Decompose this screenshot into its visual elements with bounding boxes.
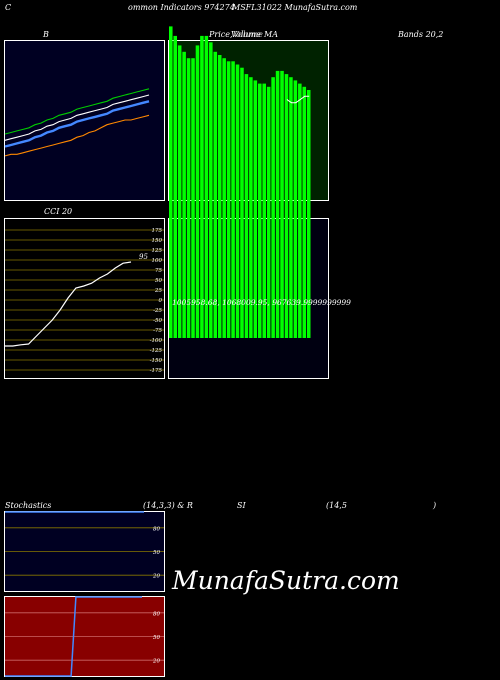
panel-tick-label: 20 (152, 659, 160, 665)
cci-tick-label: 150 (152, 238, 163, 244)
cci-tick-label: -150 (150, 358, 163, 364)
cci-tick-label: 125 (152, 248, 163, 254)
volume-bar (280, 70, 284, 339)
volume-bar (204, 35, 209, 339)
volume-bar (271, 77, 275, 338)
bands-label: Bands 20,2 (398, 30, 444, 39)
header-c: C (5, 3, 12, 12)
stoch-panel: 80 50 20 (4, 511, 165, 592)
rsi-params: (14,5 (326, 501, 347, 510)
cci-tick-label: 25 (154, 288, 162, 294)
volume-ma-line (286, 95, 310, 104)
volume-bar (253, 80, 258, 339)
volume-bar (289, 77, 293, 338)
volume-bar (293, 80, 298, 339)
cci-tick-label: -25 (153, 308, 162, 314)
volume-bar (209, 42, 213, 339)
volume-bar (249, 77, 253, 338)
rsi-si: SI (237, 501, 246, 510)
volume-bar (275, 70, 280, 339)
cci-tick-label: 0 (159, 298, 163, 304)
volume-bar (173, 35, 177, 339)
bollinger-line-3 (4, 114, 150, 157)
volume-bar (235, 64, 240, 338)
volume-frame (168, 40, 329, 201)
volume-bar (262, 83, 266, 338)
volume-panel (168, 40, 329, 201)
bollinger-panel (4, 40, 165, 201)
panel-tick-label: 50 (153, 635, 160, 641)
volume-bar (306, 90, 311, 338)
cci-title: CCI 20 (44, 207, 73, 216)
volume-bar (298, 83, 302, 338)
bb-label-b: B (43, 30, 49, 39)
cci-tick-label: 50 (155, 278, 162, 284)
cci-tick-label: 100 (152, 258, 163, 264)
bollinger-line-1 (4, 88, 150, 135)
volume-lower-panel (168, 218, 329, 379)
panel-tick-label: 20 (152, 574, 160, 580)
volume-label: Volume (231, 30, 261, 39)
rsi-panel: 80 50 20 (4, 596, 165, 677)
volume-bar (231, 61, 235, 339)
header-title-1: ommon Indicators 974274 (128, 3, 235, 12)
cci-tick-label: 75 (155, 268, 162, 274)
volume-lower-frame (168, 218, 329, 379)
volume-bar (200, 35, 204, 339)
panel-tick-label: 80 (153, 611, 160, 617)
cci-panel: 175 150 125 100 75 50 25 0 -25 -50 -75 -100 -125 -150… (4, 218, 165, 379)
volume-bar (217, 55, 222, 338)
watermark: MunafaSutra.com (172, 566, 400, 595)
cci-tick-label: -50 (153, 318, 162, 324)
volume-bar (195, 45, 200, 339)
volume-bar (244, 74, 249, 338)
volume-values: 1005958.68, 1068009.95, 967639.999999999… (172, 298, 351, 307)
rsi-line (5, 596, 142, 677)
bollinger-line-2 (4, 100, 150, 148)
cci-tick-label: -125 (150, 348, 163, 354)
volume-bar (226, 61, 231, 339)
volume-bar (284, 74, 289, 338)
volume-bar (191, 58, 195, 338)
ma-label: MA (264, 30, 278, 39)
cci-line (5, 261, 132, 347)
bollinger-frame (4, 40, 165, 201)
volume-bar (169, 26, 173, 339)
cci-frame (4, 218, 165, 379)
rsi-close-paren: ) (433, 501, 437, 510)
stoch-title: Stochastics (5, 501, 52, 510)
stoch-params: (14,3,3) & R (143, 501, 193, 510)
panel-tick-label: 80 (153, 526, 160, 532)
volume-bar (177, 45, 182, 339)
cci-tick-label: -75 (153, 328, 162, 334)
volume-bar (302, 86, 307, 338)
cci-tick-label: 175 (152, 228, 163, 234)
volume-bars (169, 26, 311, 339)
cci-tick-label: -100 (150, 338, 163, 344)
header-title-2: MSFL31022 MunafaSutra.com (232, 3, 358, 12)
panel-tick-label: 50 (153, 550, 160, 556)
volume-bar (186, 58, 191, 338)
volume-bar (222, 58, 226, 338)
volume-bar (266, 86, 271, 338)
volume-bar (213, 51, 218, 339)
cci-tick-label: -175 (150, 368, 163, 374)
overlap-label: Volume (233, 30, 263, 39)
price-label: Price, (209, 30, 233, 39)
bollinger-line-0 (4, 94, 150, 141)
cci-value-label: 95 (139, 253, 148, 261)
volume-bar (258, 83, 262, 338)
volume-bar (240, 67, 244, 338)
volume-bar (182, 51, 186, 339)
